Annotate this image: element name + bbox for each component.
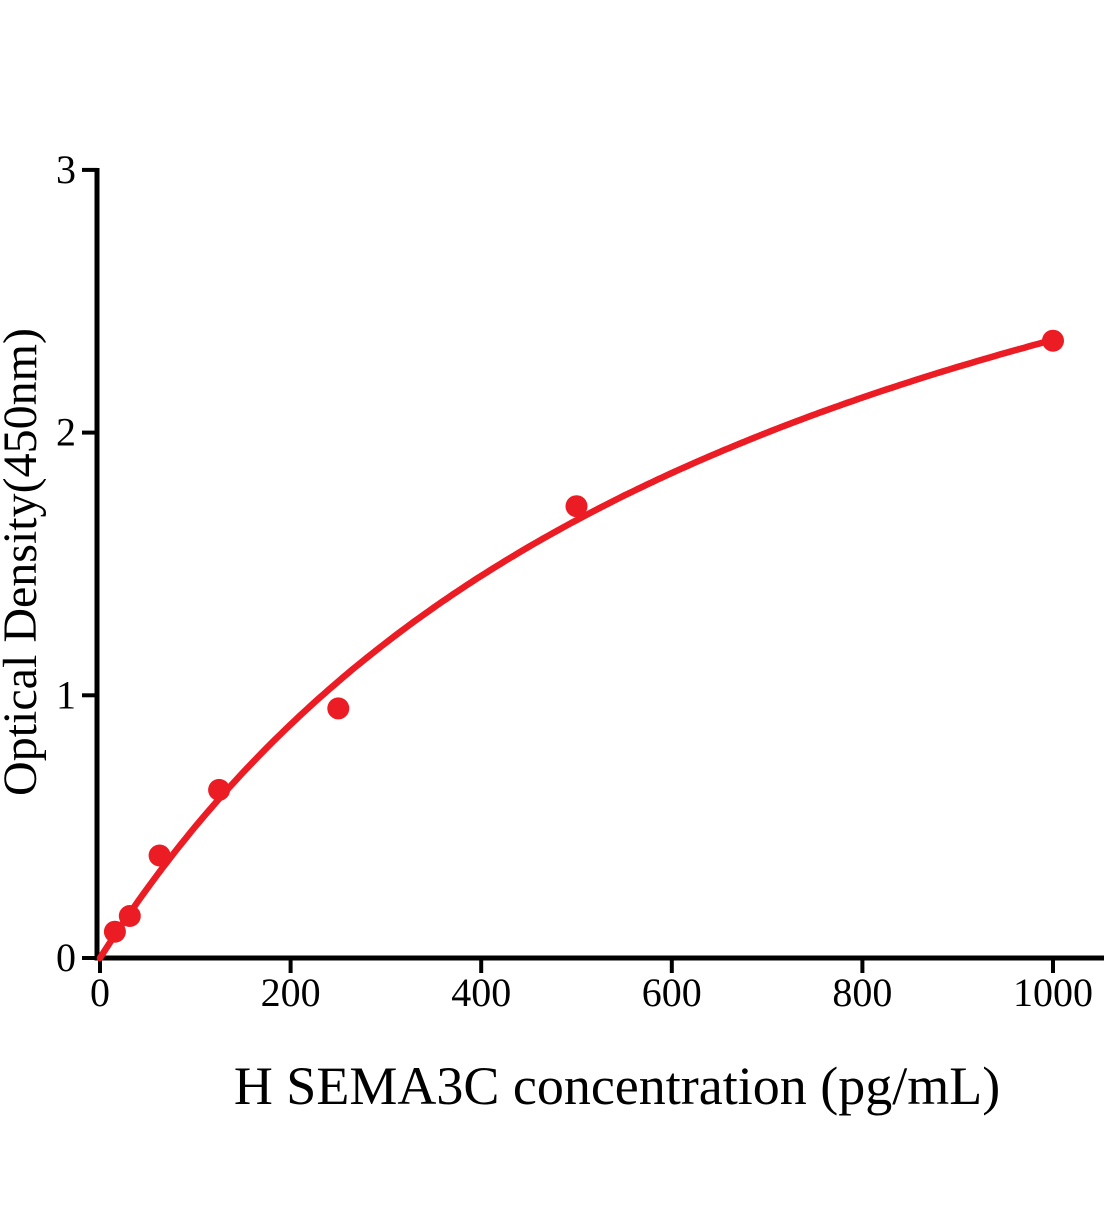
- data-point: [566, 495, 588, 517]
- x-tick-label: 200: [261, 970, 321, 1015]
- axis-tick-labels: 0 1 2 3 0 200 400 600 800 1000: [56, 147, 1093, 1015]
- data-points: [104, 330, 1064, 943]
- y-tick-label: 1: [56, 672, 76, 717]
- data-point: [208, 779, 230, 801]
- x-tick-label: 0: [90, 970, 110, 1015]
- x-tick-label: 800: [832, 970, 892, 1015]
- x-tick-label: 400: [451, 970, 511, 1015]
- x-tick-label: 1000: [1013, 970, 1093, 1015]
- y-tick-label: 2: [56, 410, 76, 455]
- y-axis-title: Optical Density(450nm): [0, 328, 47, 796]
- y-tick-label: 0: [56, 935, 76, 980]
- fit-curve-line: [100, 340, 1053, 958]
- axes: [95, 168, 1104, 961]
- x-axis-title: H SEMA3C concentration (pg/mL): [234, 1056, 1000, 1116]
- x-tick-label: 600: [642, 970, 702, 1015]
- axis-ticks: [82, 170, 1053, 973]
- data-point: [149, 845, 171, 867]
- data-point: [1042, 330, 1064, 352]
- data-point: [327, 697, 349, 719]
- y-tick-label: 3: [56, 147, 76, 192]
- data-point: [119, 905, 141, 927]
